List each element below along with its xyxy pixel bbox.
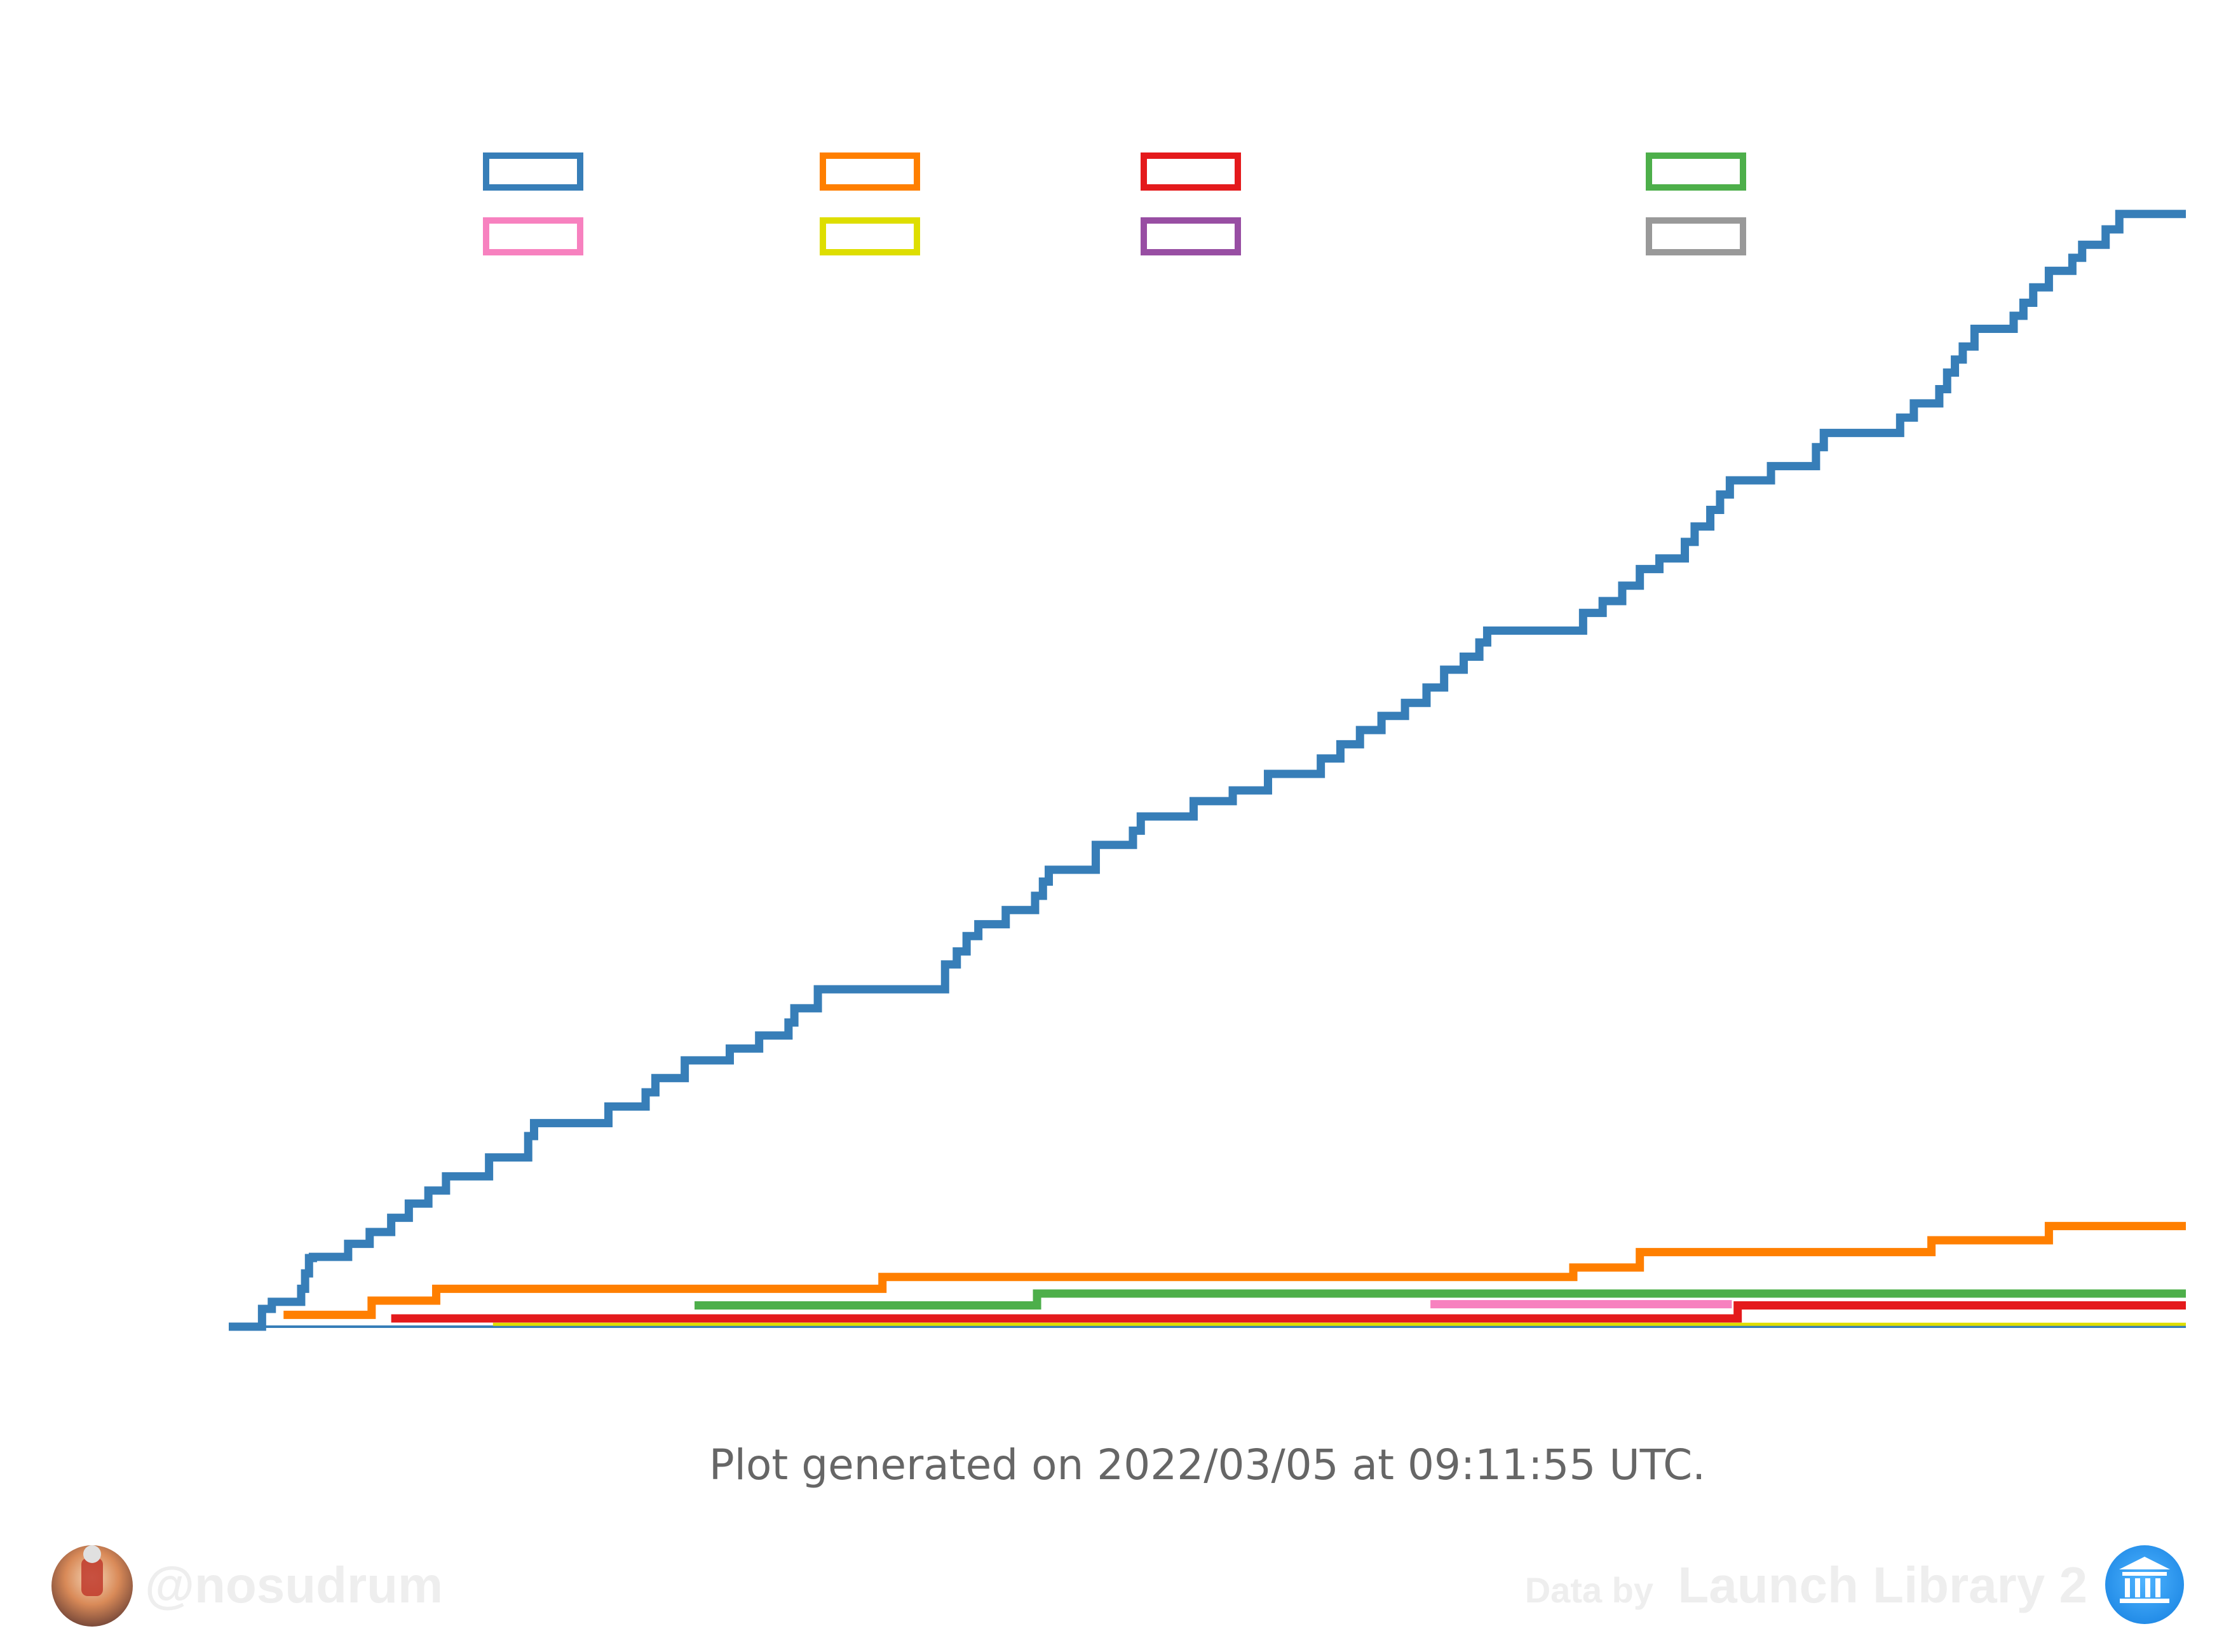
legend-swatch — [1141, 217, 1241, 255]
legend-swatch — [483, 152, 583, 191]
series-line — [695, 1289, 2186, 1310]
series-line — [229, 210, 2186, 1331]
series-line — [283, 1222, 2186, 1319]
data-source-name: Launch Library 2 — [1678, 1557, 2087, 1613]
legend-swatch — [820, 217, 920, 255]
author-avatar — [51, 1545, 133, 1627]
series-layer — [229, 210, 2186, 1331]
series-line — [391, 1301, 2186, 1323]
legend-swatch — [1646, 217, 1746, 255]
legend-swatch — [820, 152, 920, 191]
legend-swatch — [1141, 152, 1241, 191]
launch-library-logo — [2105, 1545, 2184, 1624]
data-by-label: Data by — [1525, 1570, 1653, 1610]
legend-swatch — [1646, 152, 1746, 191]
legend-swatch — [483, 217, 583, 255]
author-handle: @nosudrum — [145, 1557, 443, 1613]
legend — [483, 152, 1746, 255]
generated-caption: Plot generated on 2022/03/05 at 09:11:55… — [709, 1440, 1705, 1489]
